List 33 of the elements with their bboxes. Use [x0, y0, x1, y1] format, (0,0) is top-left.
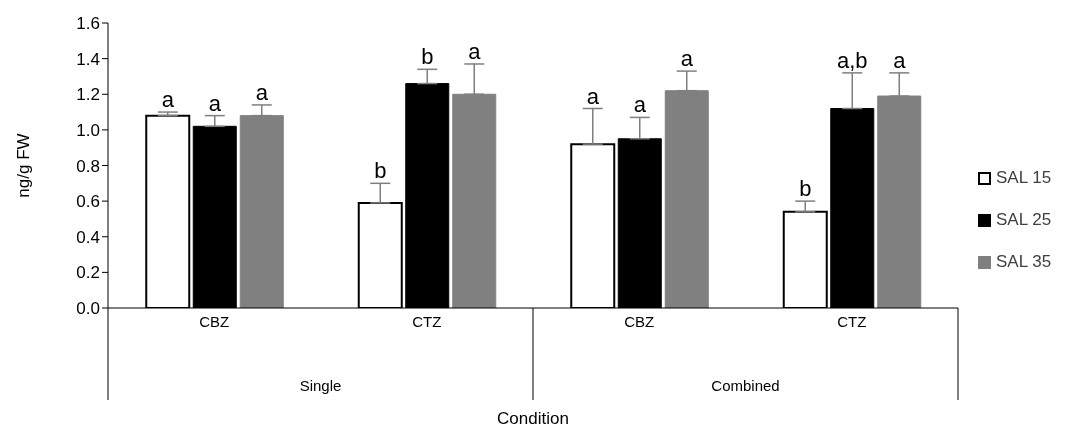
y-tick-label: 1.0: [76, 120, 100, 140]
legend-label: SAL 35: [996, 252, 1052, 272]
y-tick-label: 1.6: [76, 14, 100, 34]
data-label: b: [421, 44, 434, 70]
x-axis-title: Condition: [497, 409, 569, 428]
data-label: a: [161, 87, 175, 113]
x-tick-label: CTZ: [837, 312, 867, 330]
y-tick-label: 0.4: [76, 227, 100, 247]
y-tick-label: 0.2: [76, 263, 100, 283]
y-tick-label: 0.8: [76, 156, 100, 176]
text: Single: [299, 377, 342, 394]
y-tick-label: 0.0: [76, 299, 100, 319]
data-label: a,b: [836, 47, 868, 73]
data-label: a: [255, 79, 269, 105]
data-label: a: [893, 47, 907, 73]
bar: [877, 95, 922, 308]
x-tick-label: CTZ: [412, 312, 442, 330]
x-tick-label: CBZ: [199, 312, 230, 330]
y-tick-label: 1.2: [76, 85, 100, 105]
y-tick-label: 0.6: [76, 192, 100, 212]
x-tick-label: CBZ: [624, 312, 655, 330]
text: Combined: [711, 377, 780, 394]
legend-label: SAL 15: [996, 168, 1052, 188]
data-label: a: [468, 38, 482, 64]
data-label: b: [374, 158, 387, 184]
data-label: a: [208, 90, 222, 116]
data-label: b: [799, 176, 812, 202]
data-label: a: [633, 92, 647, 118]
y-tick-label: 1.4: [76, 49, 100, 69]
legend-label: SAL 25: [996, 210, 1052, 230]
data-label: a: [586, 83, 600, 109]
y-axis-title: ng/g FW: [14, 133, 34, 198]
data-label: a: [680, 46, 694, 72]
